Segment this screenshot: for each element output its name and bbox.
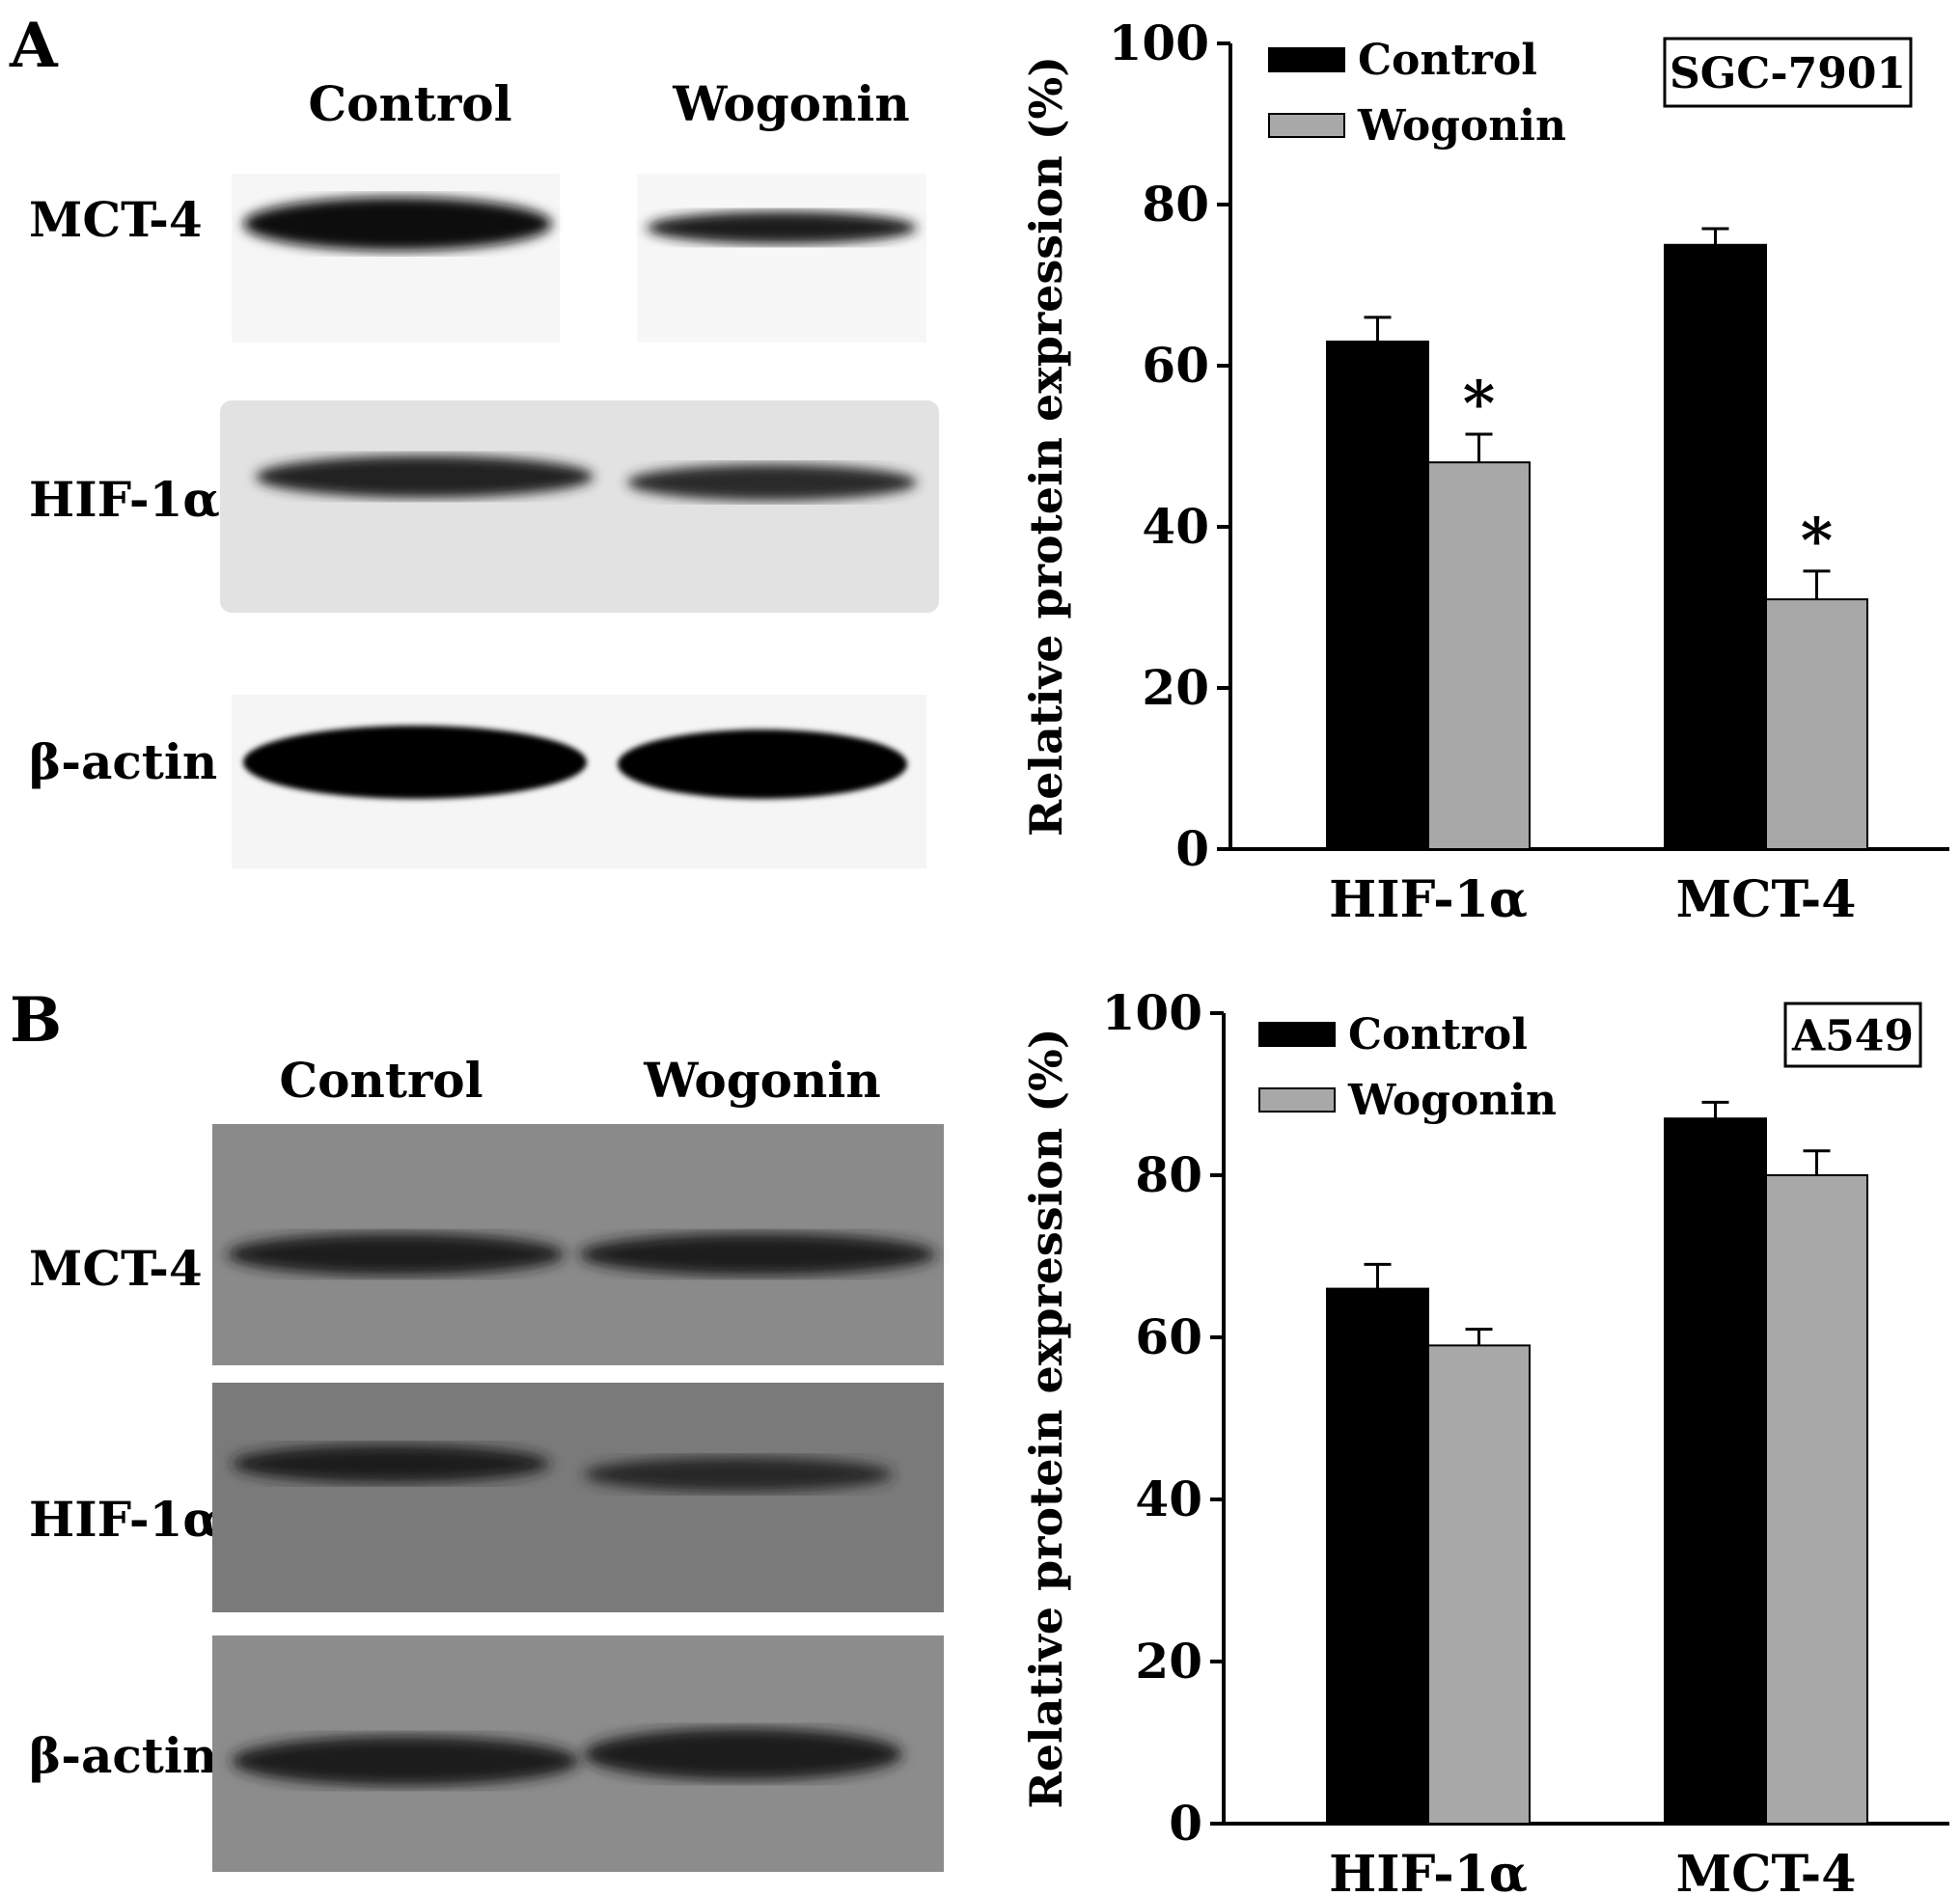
- band-b-actin-wogonin: [584, 1728, 902, 1780]
- significance-star: *: [1801, 505, 1833, 577]
- y-tick-label: 60: [1135, 1308, 1202, 1365]
- category-label: HIF-1α: [1329, 870, 1528, 929]
- band-b-hif1a-control: [232, 1444, 550, 1483]
- bar-control-0: [1326, 1287, 1429, 1825]
- y-tick-label: 0: [1169, 1795, 1202, 1852]
- y-tick-label: 20: [1142, 659, 1209, 716]
- band-b-mct4-control: [227, 1233, 565, 1276]
- y-tick-label: 0: [1175, 820, 1209, 877]
- cell-line-label: SGC-7901: [1670, 49, 1906, 98]
- cell-line-box: [1663, 37, 1913, 108]
- legend-label-control: Control: [1348, 1010, 1528, 1059]
- y-tick-label: 20: [1135, 1633, 1202, 1690]
- bar-wogonin-1: [1765, 1174, 1868, 1825]
- legend-label-control: Control: [1358, 36, 1537, 85]
- blot-a-row-actin: β-actin: [29, 733, 218, 790]
- chart-1: 0 20 40 60 80 100 Relative protein expression …: [1020, 984, 1949, 1896]
- bar-control-1: [1664, 243, 1767, 850]
- blot-a-lane-wogonin: Wogonin: [673, 75, 910, 132]
- bar-wogonin-1: [1765, 598, 1868, 851]
- legend-swatch-wogonin: [1258, 1087, 1336, 1113]
- blot-b-lane-control: Control: [279, 1052, 483, 1109]
- y-tick-label: 100: [1109, 14, 1209, 71]
- bar-wogonin-0: [1427, 1344, 1531, 1826]
- band-b-mct4-wogonin: [579, 1233, 936, 1276]
- y-tick-label: 40: [1142, 498, 1209, 555]
- chart-0: 0 20 40 60 80 100 Relative protein expression …: [1020, 14, 1949, 929]
- cell-line-label: A549: [1791, 1012, 1914, 1061]
- band-b-actin-control: [232, 1736, 579, 1786]
- bar-wogonin-0: [1427, 461, 1531, 850]
- legend-swatch-control: [1268, 47, 1345, 72]
- band-a-actin-control: [243, 726, 587, 799]
- y-tick-label: 80: [1142, 176, 1209, 233]
- y-axis-label: Relative protein expression (%): [1020, 56, 1072, 837]
- band-a-hif1a-control: [256, 455, 594, 498]
- blot-a-row-mct4: MCT-4: [29, 191, 203, 248]
- legend-label-wogonin: Wogonin: [1357, 101, 1566, 151]
- cell-line-box: [1783, 1002, 1922, 1068]
- band-a-mct4-wogonin: [647, 211, 917, 244]
- legend-swatch-control: [1258, 1022, 1336, 1047]
- bar-control-1: [1664, 1117, 1767, 1825]
- y-tick-label: 80: [1135, 1146, 1202, 1203]
- y-tick-label: 100: [1102, 984, 1202, 1041]
- category-label: HIF-1α: [1329, 1845, 1528, 1896]
- significance-star: *: [1463, 368, 1495, 440]
- y-axis-label: Relative protein expression (%): [1020, 1028, 1072, 1808]
- blot-b-row-hif1a: HIF-1α: [29, 1491, 220, 1548]
- y-tick-label: 40: [1135, 1470, 1202, 1527]
- panel-a-letter: A: [10, 10, 58, 82]
- category-label: MCT-4: [1676, 1845, 1857, 1896]
- band-b-hif1a-wogonin: [584, 1457, 893, 1492]
- band-a-actin-wogonin: [618, 729, 907, 799]
- legend-label-wogonin: Wogonin: [1347, 1076, 1557, 1125]
- bar-control-0: [1326, 340, 1429, 850]
- band-a-hif1a-wogonin: [627, 464, 917, 501]
- blot-b-lane-wogonin: Wogonin: [644, 1052, 881, 1109]
- blot-a-image: [220, 174, 939, 868]
- category-label: MCT-4: [1676, 870, 1857, 929]
- band-a-mct4-control: [243, 197, 552, 251]
- legend-swatch-wogonin: [1268, 113, 1345, 138]
- y-tick-label: 60: [1142, 337, 1209, 394]
- blot-a-lane-control: Control: [308, 75, 512, 132]
- blot-b-row-actin: β-actin: [29, 1727, 218, 1784]
- blot-b-row-mct4: MCT-4: [29, 1240, 203, 1297]
- blot-a-row-hif1a: HIF-1α: [29, 471, 220, 528]
- panel-b-letter: B: [10, 984, 63, 1057]
- blot-b-image: [212, 1124, 944, 1872]
